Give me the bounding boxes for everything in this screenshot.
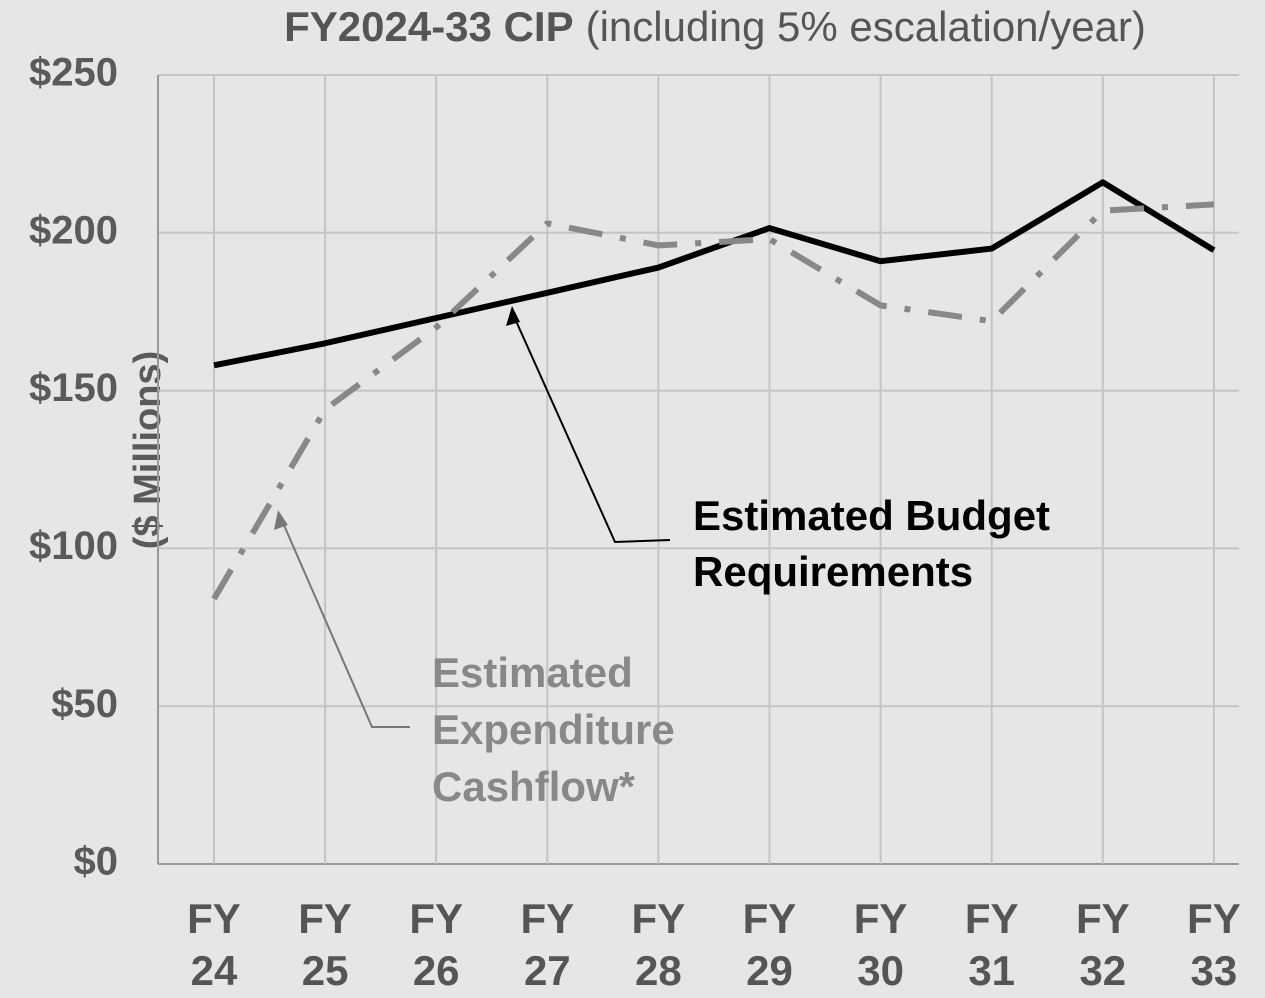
x-tick-label: FY 24 (187, 895, 241, 994)
y-tick-label: $250 (29, 51, 118, 95)
series-line (213, 179, 1216, 369)
title: FY2024-33 CIP (284, 3, 574, 50)
subtitle: (including 5% escalation/year) (586, 3, 1146, 50)
x-tick-label: FY 26 (409, 895, 464, 994)
x-tick-label: FY 31 (964, 895, 1019, 994)
arrow-head (274, 510, 288, 530)
legend-annotation: Estimated Budget Requirements (693, 492, 1051, 595)
x-tick-label: FY 25 (298, 895, 352, 994)
x-tick-label: FY 29 (742, 895, 797, 994)
y-tick-label: $0 (74, 840, 119, 884)
x-tick-label: FY 30 (853, 895, 908, 994)
annotation-arrows (274, 306, 671, 728)
arrow (511, 311, 671, 544)
x-tick-label: FY 27 (520, 895, 575, 994)
arrow (279, 515, 410, 728)
y-tick-label: $50 (51, 682, 118, 726)
y-tick-label: $100 (29, 524, 118, 568)
chart-title: FY2024-33 CIP (including 5% escalation/ye… (284, 3, 1146, 50)
y-tick-label: $200 (29, 208, 118, 252)
y-axis-label: ($ Millions) (127, 351, 169, 549)
x-tick-label: FY 32 (1075, 895, 1130, 994)
x-tick-label: FY 33 (1187, 895, 1241, 994)
y-tick-label: $150 (29, 366, 118, 410)
x-tick-label: FY 28 (631, 895, 686, 994)
legend-annotation: Estimated Expenditure Cashflow* (432, 649, 675, 810)
arrow-head (506, 306, 520, 326)
